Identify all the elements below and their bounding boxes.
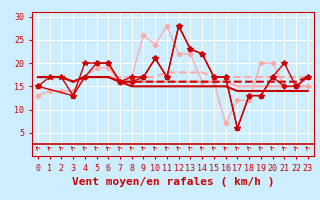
X-axis label: Vent moyen/en rafales ( km/h ): Vent moyen/en rafales ( km/h ) [72, 177, 274, 187]
